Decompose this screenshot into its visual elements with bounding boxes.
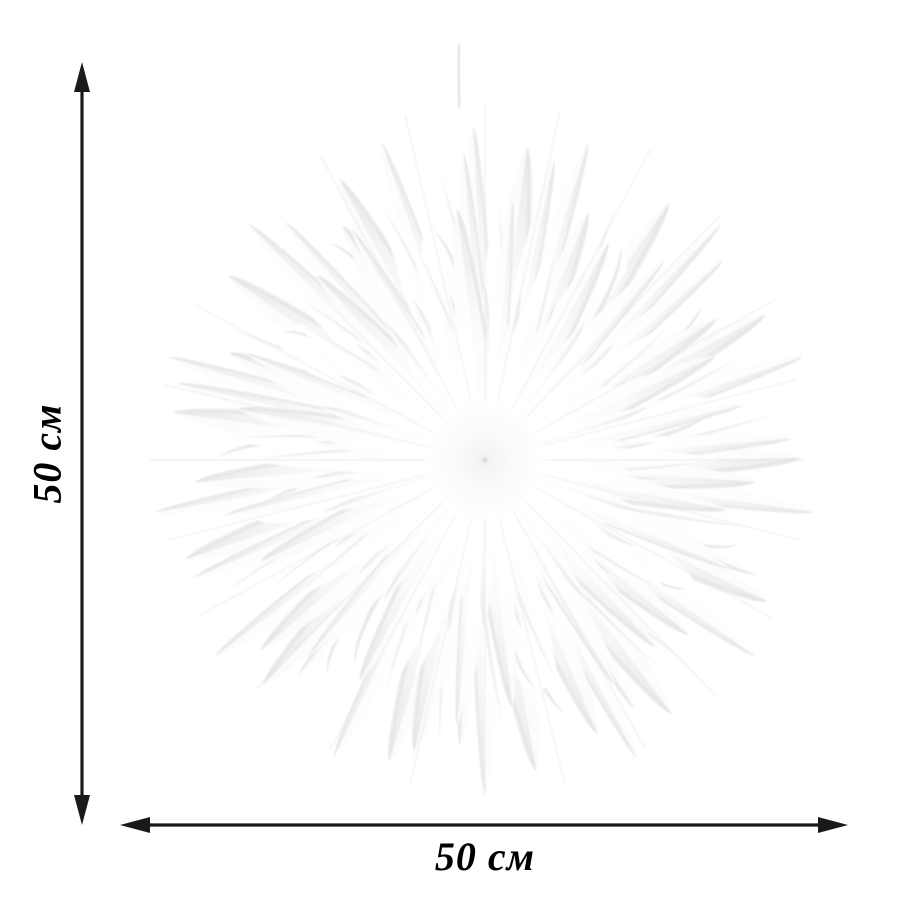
core-center-dot — [482, 457, 488, 463]
width-dimension-label: 50 см — [434, 834, 536, 879]
height-dimension-label: 50 см — [24, 403, 70, 504]
hanger-string — [456, 43, 462, 109]
